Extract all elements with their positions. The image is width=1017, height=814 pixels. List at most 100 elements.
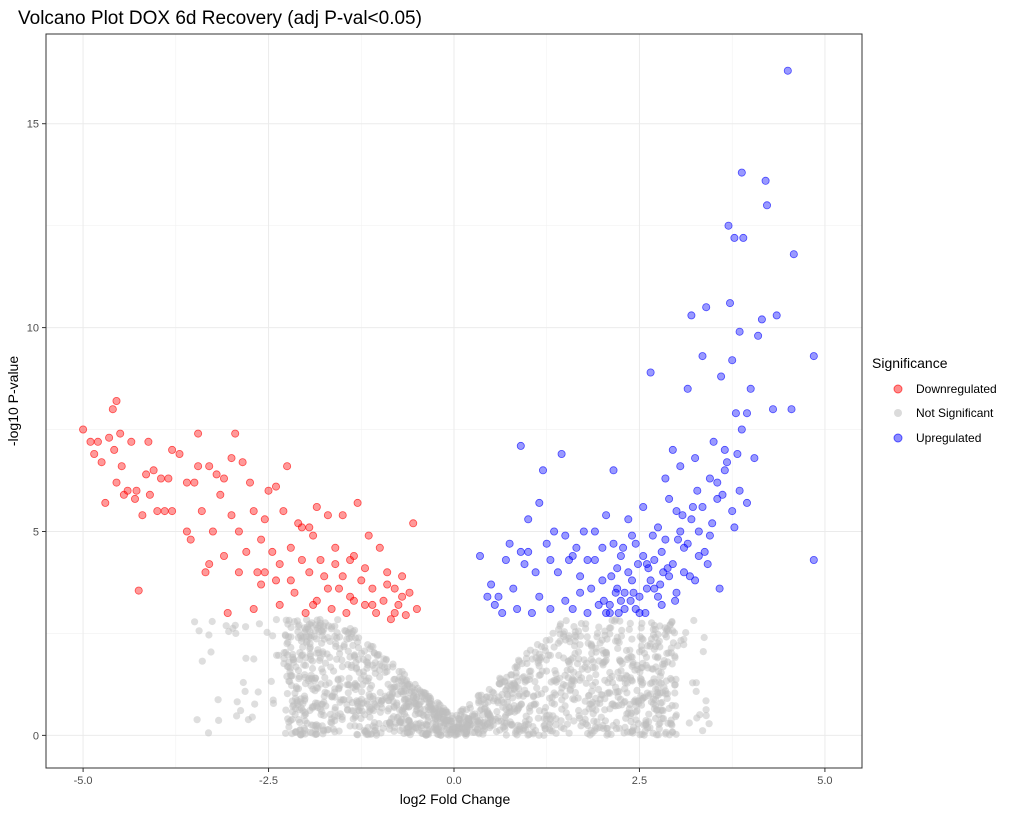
point-upregulated [783,66,792,75]
point-upregulated [769,405,778,414]
point-upregulated [661,535,670,544]
point-upregulated [646,368,655,377]
point-downregulated [216,490,225,499]
point-not-significant [506,686,514,694]
point-not-significant [693,714,701,722]
point-not-significant [516,722,524,730]
point-not-significant [642,720,650,729]
point-not-significant [267,677,275,686]
point-downregulated [257,535,266,544]
point-not-significant [481,725,489,733]
point-downregulated [142,470,151,479]
point-not-significant [670,629,679,637]
point-not-significant [382,656,390,664]
point-upregulated [672,588,681,597]
point-downregulated [127,437,136,446]
point-upregulated [693,486,702,495]
point-not-significant [237,707,245,715]
point-not-significant [366,684,374,693]
point-upregulated [553,568,562,577]
point-not-significant [362,658,371,666]
point-upregulated [754,331,763,340]
point-not-significant [561,702,569,710]
point-upregulated [723,458,732,467]
point-downregulated [108,405,117,414]
point-upregulated [576,588,585,597]
point-not-significant [343,635,351,643]
point-downregulated [168,445,177,454]
point-not-significant [534,714,542,722]
point-not-significant [284,638,292,646]
point-upregulated [730,523,739,532]
point-downregulated [394,600,403,609]
point-downregulated [409,519,418,528]
point-upregulated [602,511,611,520]
point-upregulated [609,539,618,548]
point-upregulated [724,221,733,230]
point-not-significant [384,663,392,671]
point-upregulated [685,572,694,581]
point-not-significant [333,655,341,663]
point-not-significant [531,678,539,686]
point-upregulated [546,556,555,565]
point-not-significant [459,705,467,714]
series-downregulated [79,396,421,624]
point-not-significant [502,731,510,739]
point-upregulated [535,592,544,601]
point-upregulated [730,233,739,242]
point-upregulated [634,560,643,569]
point-not-significant [662,677,670,685]
point-downregulated [153,507,162,516]
point-not-significant [251,700,259,708]
point-not-significant [321,659,330,667]
point-not-significant [655,720,663,728]
point-not-significant [649,625,657,634]
point-downregulated [338,572,347,581]
point-downregulated [112,478,121,487]
point-not-significant [558,696,566,704]
point-not-significant [366,693,374,701]
point-downregulated [257,580,266,589]
point-upregulated [789,250,798,259]
point-not-significant [242,623,250,631]
point-not-significant [214,696,222,704]
point-not-significant [193,716,201,724]
point-upregulated [698,502,707,511]
point-not-significant [242,654,250,662]
point-not-significant [625,625,633,634]
point-upregulated [687,311,696,320]
point-downregulated [320,572,329,581]
point-upregulated [720,466,729,475]
point-not-significant [385,705,393,713]
point-not-significant [386,718,394,726]
point-downregulated [160,507,169,516]
point-downregulated [194,429,203,438]
point-upregulated [628,576,637,585]
legend-label-downregulated: Downregulated [916,382,997,396]
point-not-significant [344,689,352,697]
point-not-significant [502,705,510,713]
point-not-significant [396,717,404,725]
point-upregulated [731,409,740,418]
point-downregulated [368,600,377,609]
point-downregulated [290,588,299,597]
point-downregulated [331,560,340,569]
point-not-significant [575,712,583,720]
point-not-significant [597,713,605,721]
point-upregulated [561,531,570,540]
point-upregulated [639,552,648,561]
point-not-significant [233,698,241,706]
point-upregulated [728,356,737,365]
point-not-significant [525,667,534,676]
point-downregulated [201,568,210,577]
point-not-significant [637,624,645,632]
point-downregulated [86,437,95,446]
point-not-significant [651,653,660,661]
point-not-significant [475,699,483,707]
point-upregulated [568,552,577,561]
point-not-significant [316,615,324,624]
point-not-significant [351,634,359,642]
point-not-significant [358,700,366,708]
point-not-significant [565,660,573,668]
point-not-significant [485,685,493,694]
